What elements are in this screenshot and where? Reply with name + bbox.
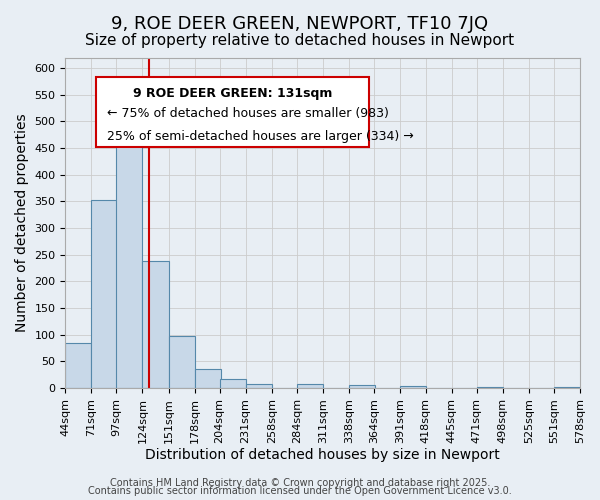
Bar	[400, 386, 426, 388]
Bar	[349, 386, 375, 388]
Bar	[169, 336, 194, 388]
Text: Size of property relative to detached houses in Newport: Size of property relative to detached ho…	[85, 32, 515, 48]
Bar	[194, 370, 221, 388]
Bar	[142, 261, 169, 388]
Bar	[116, 132, 142, 388]
Text: Contains HM Land Registry data © Crown copyright and database right 2025.: Contains HM Land Registry data © Crown c…	[110, 478, 490, 488]
Text: ← 75% of detached houses are smaller (983): ← 75% of detached houses are smaller (98…	[107, 107, 388, 120]
Bar	[65, 343, 91, 388]
Bar	[477, 387, 503, 388]
Text: 9 ROE DEER GREEN: 131sqm: 9 ROE DEER GREEN: 131sqm	[133, 88, 332, 101]
X-axis label: Distribution of detached houses by size in Newport: Distribution of detached houses by size …	[145, 448, 500, 462]
Text: 25% of semi-detached houses are larger (334) →: 25% of semi-detached houses are larger (…	[107, 130, 413, 143]
Text: 9, ROE DEER GREEN, NEWPORT, TF10 7JQ: 9, ROE DEER GREEN, NEWPORT, TF10 7JQ	[112, 15, 488, 33]
Bar	[245, 384, 272, 388]
Bar	[220, 379, 245, 388]
Bar	[91, 200, 118, 388]
Bar	[296, 384, 323, 388]
FancyBboxPatch shape	[96, 78, 369, 147]
Bar	[554, 387, 580, 388]
Text: Contains public sector information licensed under the Open Government Licence v3: Contains public sector information licen…	[88, 486, 512, 496]
Y-axis label: Number of detached properties: Number of detached properties	[15, 114, 29, 332]
